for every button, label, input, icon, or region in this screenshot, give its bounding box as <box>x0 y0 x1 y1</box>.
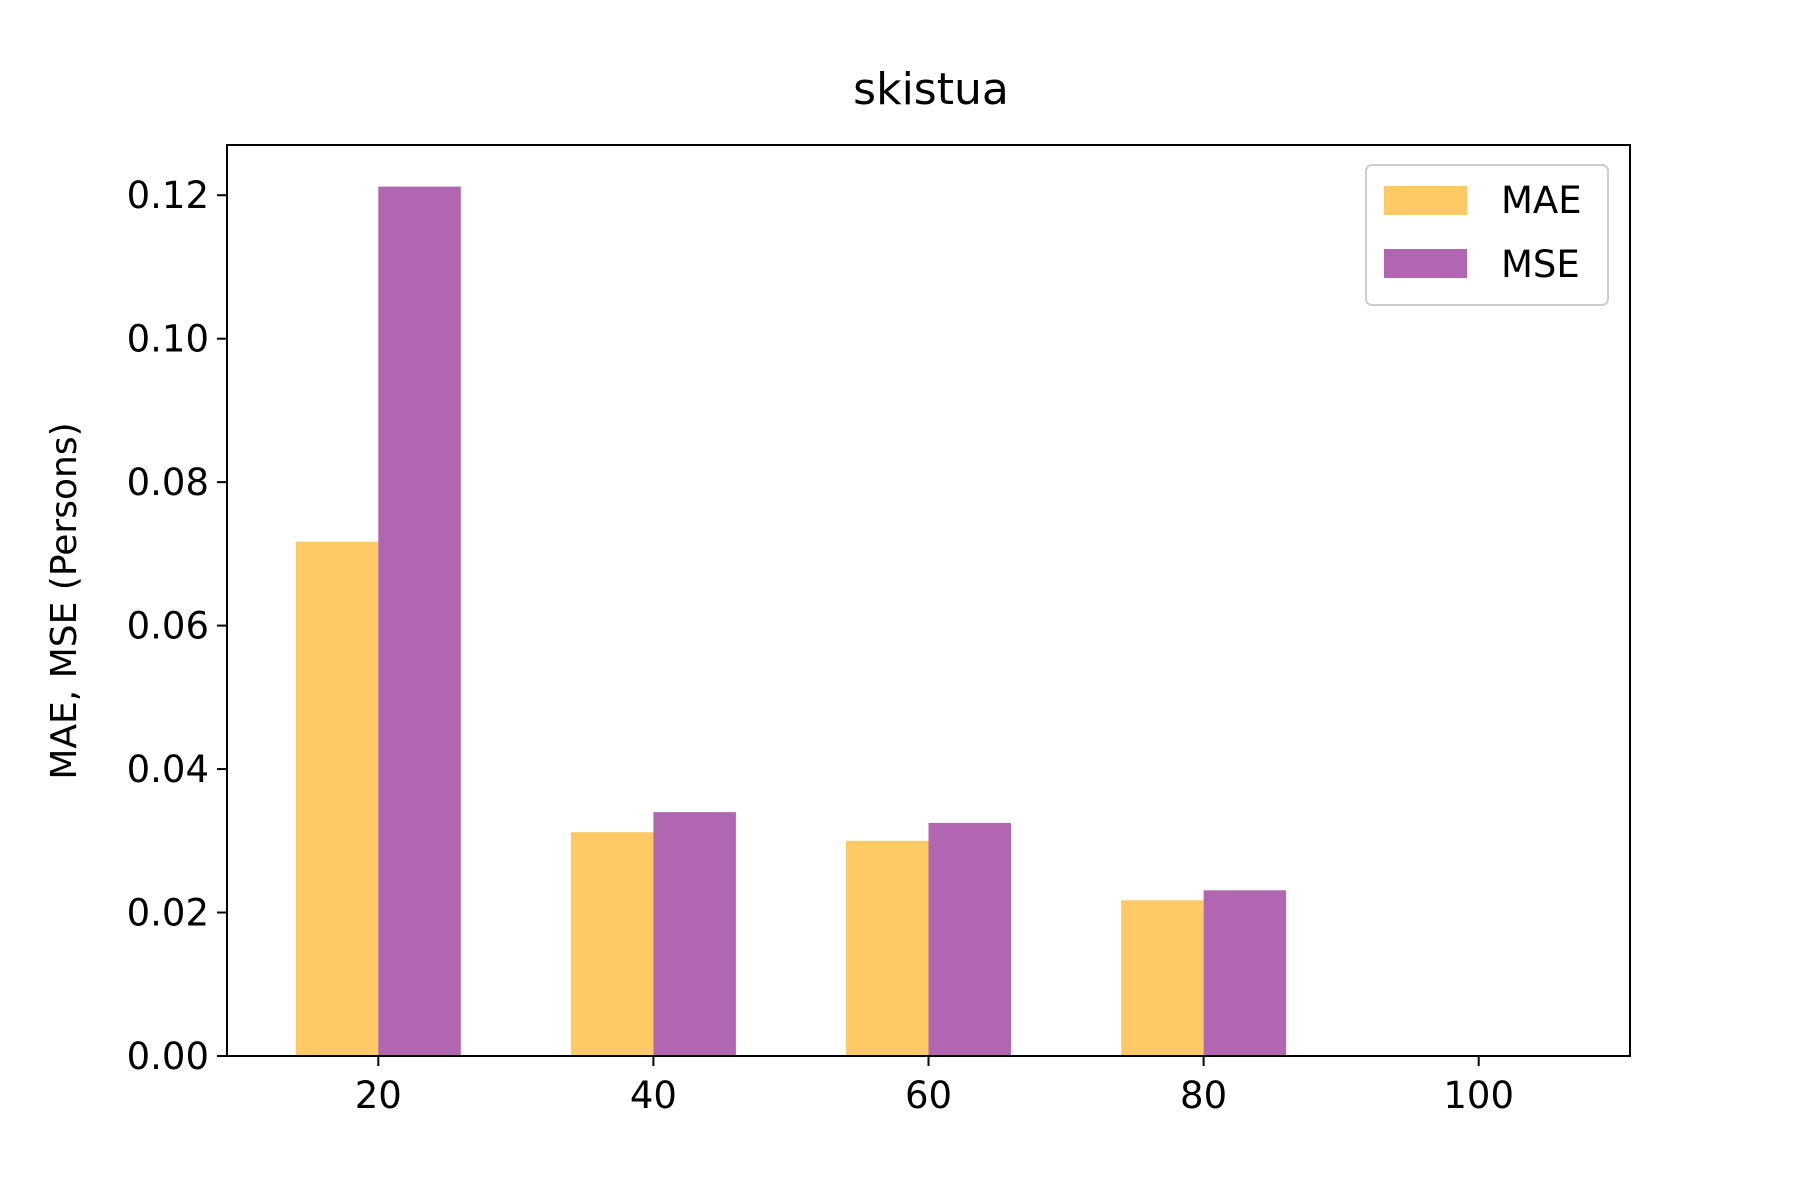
y-tick-label-0.00: 0.00 <box>127 1035 209 1078</box>
legend: MAE MSE <box>1365 164 1609 306</box>
x-tick-label-40: 40 <box>630 1074 677 1117</box>
y-axis: 0.00 0.02 0.04 0.06 0.08 0.10 0.12 <box>127 174 227 1078</box>
x-tick-label-80: 80 <box>1180 1074 1227 1117</box>
x-tick-label-100: 100 <box>1443 1074 1514 1117</box>
bar-mae-60 <box>846 840 929 1056</box>
y-tick-label-0.02: 0.02 <box>127 892 209 935</box>
x-tick-label-20: 20 <box>355 1074 402 1117</box>
y-tick-label-0.04: 0.04 <box>127 748 209 791</box>
x-axis: 20 40 60 80 100 <box>355 1056 1514 1117</box>
bar-mae-80 <box>1121 900 1204 1056</box>
y-tick-label-0.10: 0.10 <box>127 318 209 361</box>
y-axis-title: MAE, MSE (Persons) <box>44 422 85 779</box>
chart-title: skistua <box>853 64 1009 115</box>
legend-label-mae: MAE <box>1501 179 1582 222</box>
bars-layer <box>295 186 1287 1057</box>
legend-swatch-mae <box>1384 186 1467 215</box>
y-tick-label-0.06: 0.06 <box>127 605 209 648</box>
bar-mse-40 <box>653 812 736 1056</box>
bar-mae-40 <box>570 832 654 1056</box>
legend-swatch-mse <box>1384 249 1467 278</box>
y-tick-label-0.08: 0.08 <box>127 461 209 504</box>
bar-mse-80 <box>1203 890 1287 1056</box>
legend-label-mse: MSE <box>1501 243 1580 286</box>
bar-mse-60 <box>928 822 1011 1056</box>
y-tick-label-0.12: 0.12 <box>127 174 209 217</box>
bar-mse-20 <box>378 186 461 1057</box>
bar-mae-20 <box>295 541 379 1056</box>
x-tick-label-60: 60 <box>905 1074 952 1117</box>
